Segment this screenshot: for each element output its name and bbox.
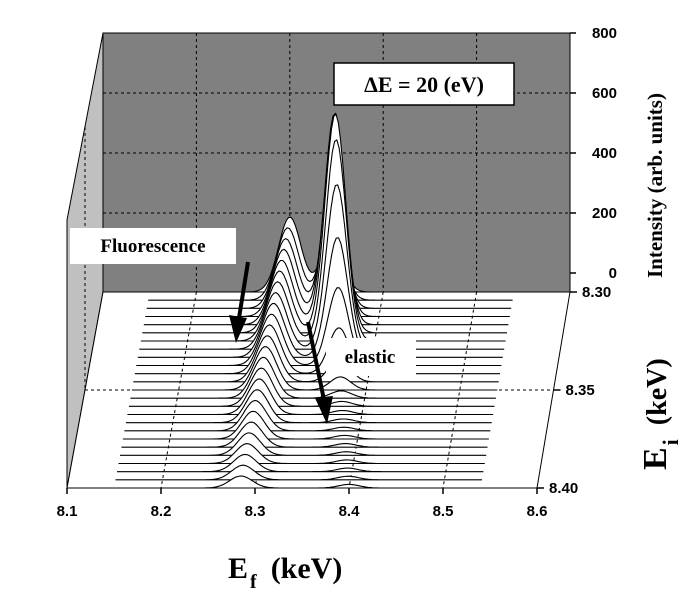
depth-axis-title: Ei(keV): [637, 358, 683, 470]
z-tick-label: 200: [592, 205, 617, 222]
spectrum-curve: [137, 237, 503, 358]
delta-e-label: ΔE = 20 (eV): [364, 72, 484, 97]
x-tick-label: 8.5: [433, 503, 454, 520]
spectrum-curve: [121, 421, 488, 448]
spectrum-curve: [115, 464, 482, 481]
spectrum-curve: [122, 410, 489, 440]
spectrum-curve: [131, 346, 498, 391]
spectrum-curve: [124, 399, 491, 432]
depth-tick-label: 8.40: [549, 480, 578, 497]
x-axis-subscript: f: [250, 571, 257, 592]
depth-tick-label: 8.30: [582, 284, 611, 301]
x-tick-label: 8.3: [245, 503, 266, 520]
x-axis-unit: (keV): [271, 552, 343, 585]
depth-tick-label: 8.35: [566, 382, 595, 399]
spectrum-curve: [133, 335, 499, 383]
spectrum-curve: [128, 367, 495, 407]
x-tick-label: 8.4: [339, 503, 361, 520]
depth-axis-subscript: i: [658, 439, 683, 445]
spectrum-curve: [114, 475, 481, 489]
z-tick-label: 400: [592, 145, 617, 162]
spectrum-curve: [118, 443, 485, 465]
elastic-arrow-head: [315, 396, 333, 424]
delta-e-box: [333, 62, 515, 106]
spectrum-curve: [127, 378, 494, 416]
x-tick-label: 8.6: [527, 503, 548, 520]
z-tick-label: 600: [592, 85, 617, 102]
spectrum-curve: [142, 113, 507, 334]
spectrum-curve: [139, 184, 505, 350]
spectrum-curve: [117, 453, 484, 473]
spectra-curves: [114, 112, 514, 489]
z-tick-label: 800: [592, 25, 617, 42]
depth-axis-unit: (keV): [642, 358, 673, 425]
x-tick-label: 8.1: [57, 503, 78, 520]
x-tick-label: 8.2: [151, 503, 172, 520]
fluorescence-label: Fluorescence: [100, 236, 205, 257]
spectrum-curve: [120, 432, 487, 456]
z-tick-label: 0: [609, 265, 617, 282]
z-axis-title: Intensity (arb. units): [643, 93, 667, 278]
arrows: [229, 261, 333, 424]
spectrum-curve: [125, 389, 492, 424]
fluorescence-box: [70, 228, 236, 264]
elastic-box: [326, 338, 416, 376]
fluorescence-arrow-head: [229, 315, 247, 343]
spectrum-curve: [136, 287, 502, 367]
axis-ticks: 8.1 8.2 8.3 8.4 8.5 8.6 0 200 400 600 800 8.30 8.35 8…: [57, 25, 617, 520]
fluorescence-arrow-shaft: [237, 261, 250, 319]
elastic-label: elastic: [345, 347, 396, 368]
elastic-arrow-shaft: [306, 321, 326, 401]
spectrum-curve: [130, 356, 496, 399]
